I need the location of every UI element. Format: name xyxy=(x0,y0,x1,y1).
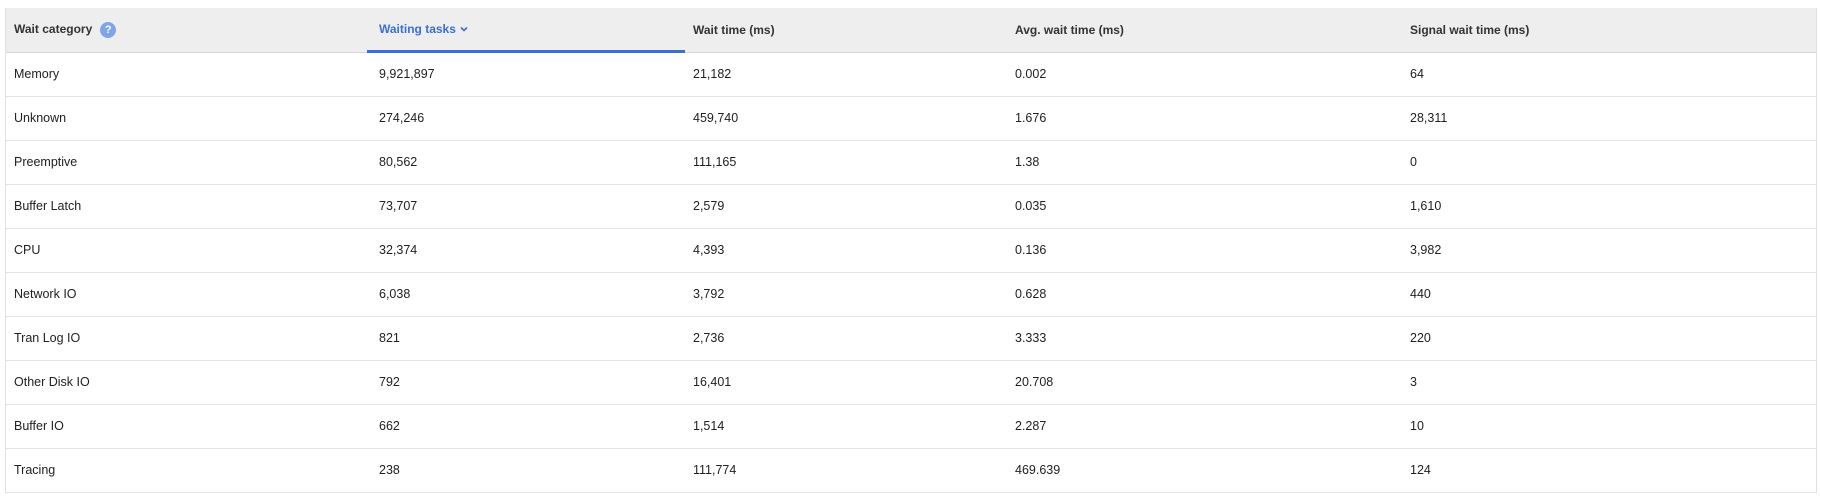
cell-wait-time: 2,736 xyxy=(685,316,1007,361)
cell-waiting-tasks: 792 xyxy=(367,360,685,405)
column-header-label: Waiting tasks xyxy=(379,22,456,37)
cell-wait-category: Preemptive xyxy=(6,140,367,185)
sort-indicator-underline xyxy=(367,49,685,53)
wait-statistics-table: Wait category? Waiting tasks Wait time (… xyxy=(5,8,1817,493)
cell-waiting-tasks: 32,374 xyxy=(367,228,685,273)
cell-signal-wait-time: 3,982 xyxy=(1402,228,1816,273)
cell-avg-wait-time: 0.628 xyxy=(1007,272,1402,317)
table-row: Unknown 274,246 459,740 1.676 28,311 xyxy=(6,96,1816,141)
cell-signal-wait-time: 124 xyxy=(1402,448,1816,493)
table-row: CPU 32,374 4,393 0.136 3,982 xyxy=(6,228,1816,273)
table-row: Network IO 6,038 3,792 0.628 440 xyxy=(6,272,1816,317)
cell-wait-category: Other Disk IO xyxy=(6,360,367,405)
cell-wait-time: 459,740 xyxy=(685,96,1007,141)
cell-signal-wait-time: 64 xyxy=(1402,52,1816,97)
cell-wait-time: 111,165 xyxy=(685,140,1007,185)
cell-avg-wait-time: 469.639 xyxy=(1007,448,1402,493)
cell-signal-wait-time: 10 xyxy=(1402,404,1816,449)
cell-waiting-tasks: 821 xyxy=(367,316,685,361)
column-header-label: Wait category xyxy=(14,21,93,36)
cell-wait-time: 16,401 xyxy=(685,360,1007,405)
column-header-signal-wait-time[interactable]: Signal wait time (ms) xyxy=(1402,8,1816,53)
cell-signal-wait-time: 28,311 xyxy=(1402,96,1816,141)
table-row: Tran Log IO 821 2,736 3.333 220 xyxy=(6,316,1816,361)
cell-wait-category: Tracing xyxy=(6,448,367,493)
cell-signal-wait-time: 3 xyxy=(1402,360,1816,405)
cell-signal-wait-time: 440 xyxy=(1402,272,1816,317)
cell-avg-wait-time: 0.002 xyxy=(1007,52,1402,97)
cell-wait-category: Unknown xyxy=(6,96,367,141)
column-header-waiting-tasks[interactable]: Waiting tasks xyxy=(367,8,685,53)
cell-waiting-tasks: 80,562 xyxy=(367,140,685,185)
cell-signal-wait-time: 220 xyxy=(1402,316,1816,361)
cell-avg-wait-time: 20.708 xyxy=(1007,360,1402,405)
cell-wait-category: Buffer Latch xyxy=(6,184,367,229)
cell-wait-time: 3,792 xyxy=(685,272,1007,317)
cell-wait-time: 21,182 xyxy=(685,52,1007,97)
cell-waiting-tasks: 662 xyxy=(367,404,685,449)
help-icon[interactable]: ? xyxy=(100,21,117,38)
column-header-label: Signal wait time (ms) xyxy=(1410,22,1530,37)
table-row: Other Disk IO 792 16,401 20.708 3 xyxy=(6,360,1816,405)
table-header-row: Wait category? Waiting tasks Wait time (… xyxy=(6,8,1816,53)
cell-waiting-tasks: 9,921,897 xyxy=(367,52,685,97)
cell-avg-wait-time: 3.333 xyxy=(1007,316,1402,361)
cell-waiting-tasks: 6,038 xyxy=(367,272,685,317)
cell-wait-category: Memory xyxy=(6,52,367,97)
cell-avg-wait-time: 2.287 xyxy=(1007,404,1402,449)
cell-avg-wait-time: 0.136 xyxy=(1007,228,1402,273)
cell-avg-wait-time: 1.676 xyxy=(1007,96,1402,141)
cell-signal-wait-time: 1,610 xyxy=(1402,184,1816,229)
chevron-down-icon xyxy=(459,23,469,37)
column-header-wait-time[interactable]: Wait time (ms) xyxy=(685,8,1007,53)
cell-wait-category: CPU xyxy=(6,228,367,273)
cell-waiting-tasks: 238 xyxy=(367,448,685,493)
column-header-label: Avg. wait time (ms) xyxy=(1015,22,1124,37)
table-row: Buffer Latch 73,707 2,579 0.035 1,610 xyxy=(6,184,1816,229)
cell-avg-wait-time: 0.035 xyxy=(1007,184,1402,229)
table-row: Preemptive 80,562 111,165 1.38 0 xyxy=(6,140,1816,185)
column-header-wait-category[interactable]: Wait category? xyxy=(6,8,367,53)
cell-wait-category: Tran Log IO xyxy=(6,316,367,361)
cell-wait-category: Network IO xyxy=(6,272,367,317)
table-row: Tracing 238 111,774 469.639 124 xyxy=(6,448,1816,493)
cell-wait-time: 1,514 xyxy=(685,404,1007,449)
cell-signal-wait-time: 0 xyxy=(1402,140,1816,185)
column-header-label: Wait time (ms) xyxy=(693,22,775,37)
column-header-avg-wait-time[interactable]: Avg. wait time (ms) xyxy=(1007,8,1402,53)
cell-wait-time: 111,774 xyxy=(685,448,1007,493)
table-row: Buffer IO 662 1,514 2.287 10 xyxy=(6,404,1816,449)
table-row: Memory 9,921,897 21,182 0.002 64 xyxy=(6,52,1816,97)
cell-wait-time: 4,393 xyxy=(685,228,1007,273)
cell-wait-category: Buffer IO xyxy=(6,404,367,449)
cell-avg-wait-time: 1.38 xyxy=(1007,140,1402,185)
cell-waiting-tasks: 274,246 xyxy=(367,96,685,141)
cell-waiting-tasks: 73,707 xyxy=(367,184,685,229)
cell-wait-time: 2,579 xyxy=(685,184,1007,229)
